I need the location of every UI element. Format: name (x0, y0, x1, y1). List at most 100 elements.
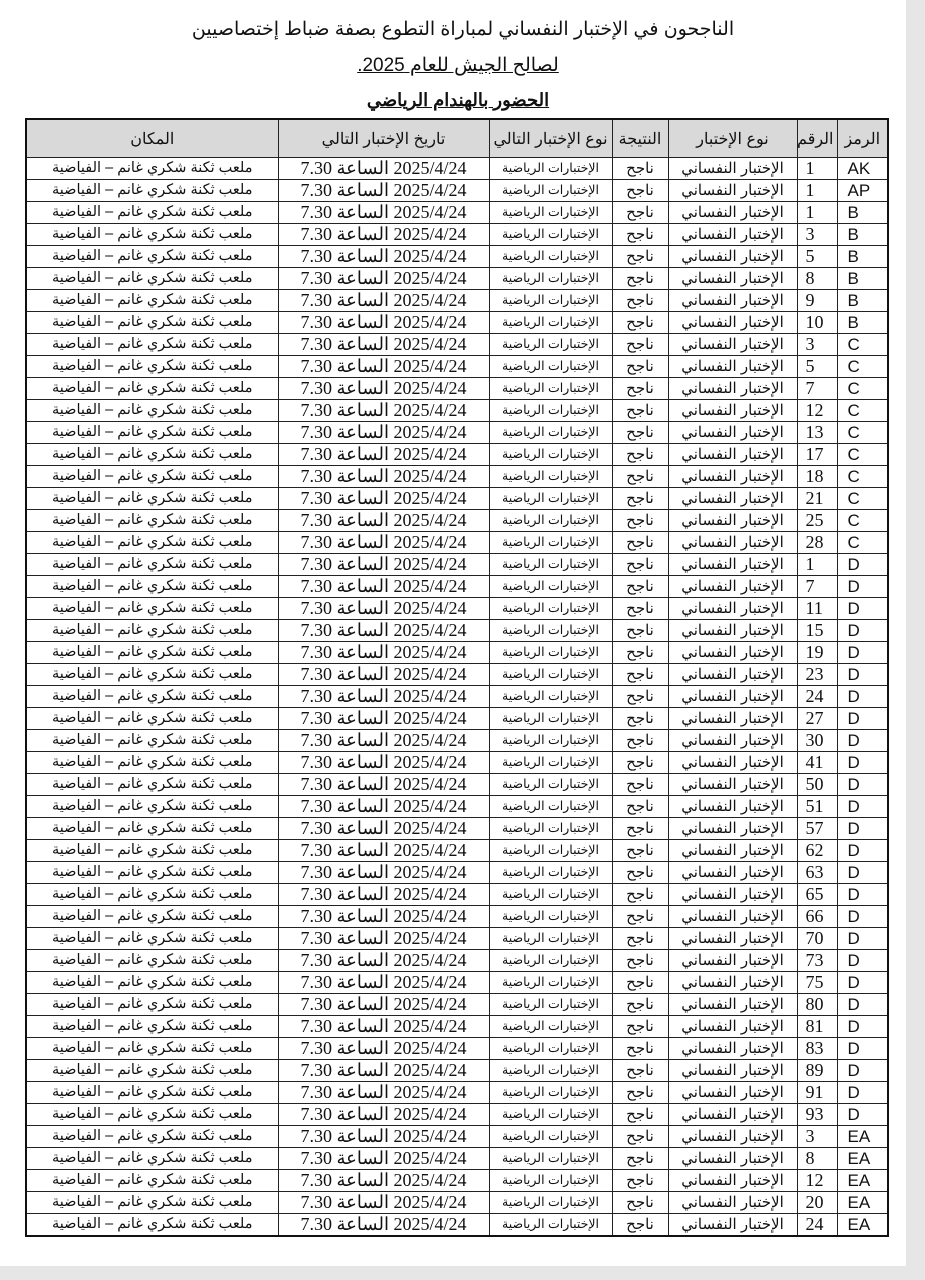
cell-test-type: الإختبار النفساني (667, 267, 798, 290)
cell-next-test-type: الإختبارات الرياضية (488, 1213, 613, 1237)
cell-next-test-type: الإختبارات الرياضية (488, 817, 613, 840)
cell-number: 93 (796, 1103, 838, 1126)
cell-next-test-date: 2025/4/24 الساعة 7.30 (277, 1081, 490, 1104)
cell-result: ناجح (611, 641, 669, 664)
cell-number: 7 (796, 377, 838, 400)
cell-next-test-date: 2025/4/24 الساعة 7.30 (277, 179, 490, 202)
cell-result: ناجح (611, 729, 669, 752)
table-row: ملعب ثكنة شكري غانم – الفياضية 2025/4/24 … (25, 1125, 889, 1148)
cell-next-test-type: الإختبارات الرياضية (488, 751, 613, 774)
cell-number: 24 (796, 685, 838, 708)
cell-next-test-date: 2025/4/24 الساعة 7.30 (277, 399, 490, 422)
cell-code: D (836, 641, 889, 664)
cell-next-test-date: 2025/4/24 الساعة 7.30 (277, 861, 490, 884)
table-row: ملعب ثكنة شكري غانم – الفياضية 2025/4/24 … (25, 641, 889, 664)
cell-code: D (836, 729, 889, 752)
cell-number: 65 (796, 883, 838, 906)
table-row: ملعب ثكنة شكري غانم – الفياضية 2025/4/24 … (25, 179, 889, 202)
table-row: ملعب ثكنة شكري غانم – الفياضية 2025/4/24 … (25, 1081, 889, 1104)
cell-next-test-date: 2025/4/24 الساعة 7.30 (277, 157, 490, 180)
cell-code: D (836, 817, 889, 840)
cell-next-test-type: الإختبارات الرياضية (488, 553, 613, 576)
table-row: ملعب ثكنة شكري غانم – الفياضية 2025/4/24 … (25, 531, 889, 554)
cell-next-test-type: الإختبارات الرياضية (488, 1125, 613, 1148)
cell-next-test-date: 2025/4/24 الساعة 7.30 (277, 509, 490, 532)
cell-code: EA (836, 1125, 889, 1148)
cell-test-type: الإختبار النفساني (667, 729, 798, 752)
cell-next-test-type: الإختبارات الرياضية (488, 575, 613, 598)
cell-result: ناجح (611, 355, 669, 378)
cell-next-test-type: الإختبارات الرياضية (488, 355, 613, 378)
cell-number: 1 (796, 201, 838, 224)
cell-next-test-date: 2025/4/24 الساعة 7.30 (277, 795, 490, 818)
cell-place: ملعب ثكنة شكري غانم – الفياضية (25, 927, 279, 950)
cell-next-test-date: 2025/4/24 الساعة 7.30 (277, 333, 490, 356)
cell-next-test-type: الإختبارات الرياضية (488, 707, 613, 730)
cell-test-type: الإختبار النفساني (667, 1037, 798, 1060)
cell-test-type: الإختبار النفساني (667, 245, 798, 268)
cell-next-test-date: 2025/4/24 الساعة 7.30 (277, 1037, 490, 1060)
table-row: ملعب ثكنة شكري غانم – الفياضية 2025/4/24 … (25, 377, 889, 400)
table-row: ملعب ثكنة شكري غانم – الفياضية 2025/4/24 … (25, 575, 889, 598)
cell-test-type: الإختبار النفساني (667, 927, 798, 950)
cell-test-type: الإختبار النفساني (667, 993, 798, 1016)
cell-result: ناجح (611, 861, 669, 884)
cell-code: D (836, 1015, 889, 1038)
cell-place: ملعب ثكنة شكري غانم – الفياضية (25, 1213, 279, 1237)
cell-test-type: الإختبار النفساني (667, 949, 798, 972)
table-row: ملعب ثكنة شكري غانم – الفياضية 2025/4/24 … (25, 1191, 889, 1214)
cell-place: ملعب ثكنة شكري غانم – الفياضية (25, 663, 279, 686)
table-body: ملعب ثكنة شكري غانم – الفياضية 2025/4/24 … (25, 157, 889, 1237)
cell-next-test-type: الإختبارات الرياضية (488, 465, 613, 488)
cell-code: EA (836, 1169, 889, 1192)
cell-number: 41 (796, 751, 838, 774)
cell-number: 28 (796, 531, 838, 554)
table-row: ملعب ثكنة شكري غانم – الفياضية 2025/4/24 … (25, 1213, 889, 1237)
header-number: الرقم (796, 118, 838, 158)
cell-place: ملعب ثكنة شكري غانم – الفياضية (25, 1147, 279, 1170)
cell-next-test-type: الإختبارات الرياضية (488, 619, 613, 642)
cell-place: ملعب ثكنة شكري غانم – الفياضية (25, 1169, 279, 1192)
cell-number: 83 (796, 1037, 838, 1060)
cell-number: 1 (796, 553, 838, 576)
cell-next-test-date: 2025/4/24 الساعة 7.30 (277, 377, 490, 400)
table-row: ملعب ثكنة شكري غانم – الفياضية 2025/4/24 … (25, 267, 889, 290)
cell-code: D (836, 575, 889, 598)
cell-next-test-type: الإختبارات الرياضية (488, 509, 613, 532)
cell-next-test-type: الإختبارات الرياضية (488, 223, 613, 246)
cell-number: 57 (796, 817, 838, 840)
cell-next-test-date: 2025/4/24 الساعة 7.30 (277, 1213, 490, 1237)
cell-place: ملعب ثكنة شكري غانم – الفياضية (25, 1191, 279, 1214)
cell-test-type: الإختبار النفساني (667, 883, 798, 906)
cell-test-type: الإختبار النفساني (667, 817, 798, 840)
cell-place: ملعب ثكنة شكري غانم – الفياضية (25, 1037, 279, 1060)
cell-next-test-date: 2025/4/24 الساعة 7.30 (277, 1169, 490, 1192)
cell-code: C (836, 465, 889, 488)
cell-next-test-type: الإختبارات الرياضية (488, 641, 613, 664)
cell-next-test-type: الإختبارات الرياضية (488, 267, 613, 290)
cell-result: ناجح (611, 1081, 669, 1104)
cell-test-type: الإختبار النفساني (667, 553, 798, 576)
cell-number: 21 (796, 487, 838, 510)
table-row: ملعب ثكنة شكري غانم – الفياضية 2025/4/24 … (25, 993, 889, 1016)
cell-result: ناجح (611, 597, 669, 620)
cell-code: D (836, 993, 889, 1016)
cell-test-type: الإختبار النفساني (667, 685, 798, 708)
cell-next-test-type: الإختبارات الرياضية (488, 399, 613, 422)
table-row: ملعب ثكنة شكري غانم – الفياضية 2025/4/24 … (25, 509, 889, 532)
cell-place: ملعب ثكنة شكري غانم – الفياضية (25, 993, 279, 1016)
cell-number: 5 (796, 355, 838, 378)
cell-code: D (836, 1037, 889, 1060)
table-row: ملعب ثكنة شكري غانم – الفياضية 2025/4/24 … (25, 157, 889, 180)
cell-place: ملعب ثكنة شكري غانم – الفياضية (25, 729, 279, 752)
cell-test-type: الإختبار النفساني (667, 1213, 798, 1237)
cell-result: ناجح (611, 1037, 669, 1060)
cell-test-type: الإختبار النفساني (667, 509, 798, 532)
cell-number: 9 (796, 289, 838, 312)
cell-next-test-date: 2025/4/24 الساعة 7.30 (277, 1015, 490, 1038)
cell-code: D (836, 905, 889, 928)
cell-code: B (836, 201, 889, 224)
cell-next-test-type: الإختبارات الرياضية (488, 685, 613, 708)
cell-number: 1 (796, 157, 838, 180)
table-row: ملعب ثكنة شكري غانم – الفياضية 2025/4/24 … (25, 1037, 889, 1060)
